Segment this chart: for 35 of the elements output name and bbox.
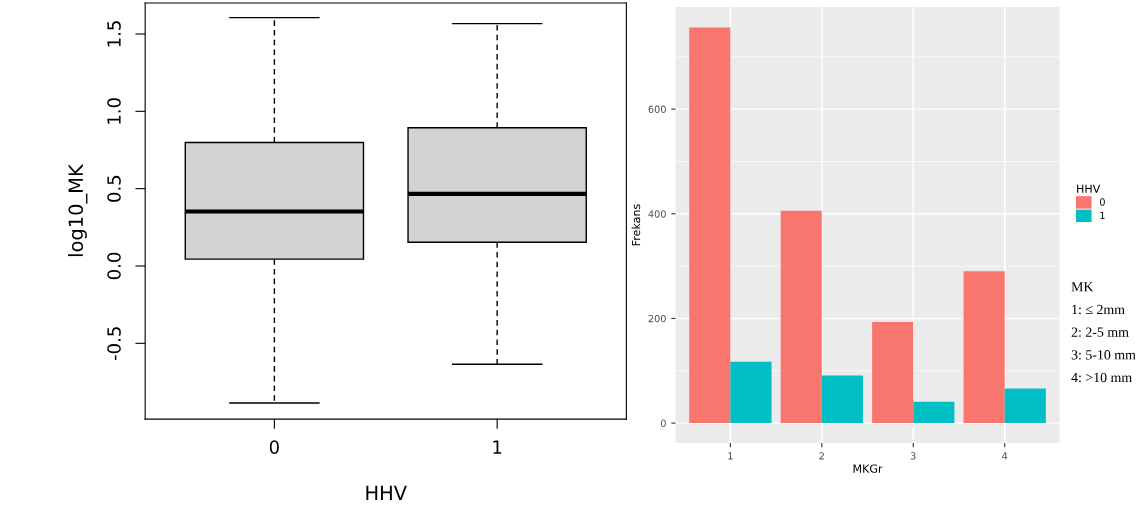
y-tick-label: -0.5: [107, 327, 121, 361]
y-tick-label: 0.0: [107, 252, 121, 280]
x-tick-label: 0: [269, 440, 279, 454]
legend-label: 1: [1100, 211, 1105, 220]
text: MK: [1071, 282, 1094, 292]
x-tick-label: 1: [728, 452, 733, 460]
text: 2: 2-5 mm: [1071, 327, 1129, 337]
text: 1: ≤ 2mm: [1072, 304, 1125, 315]
y-axis-title: Frekans: [631, 204, 641, 246]
bar: [730, 361, 772, 424]
x-tick-label: 3: [910, 452, 916, 460]
legend-label: 0: [1099, 198, 1105, 206]
y-tick-label: 1.0: [107, 98, 121, 124]
text: 4: >10 mm: [1071, 372, 1132, 383]
bar: [821, 375, 863, 424]
y-tick-label: 400: [648, 210, 666, 218]
bar: [780, 210, 822, 424]
y-tick-label: 1.5: [107, 21, 121, 47]
y-tick-label: 200: [648, 314, 666, 323]
legend-title: HHV: [1077, 184, 1101, 193]
x-tick-label: 2: [819, 452, 824, 460]
bar: [689, 27, 731, 424]
y-tick-label: 0: [660, 419, 666, 427]
bar: [913, 401, 955, 424]
y-tick-label: 0.5: [107, 175, 121, 202]
y-tick-label: 600: [648, 105, 666, 113]
text: 3: 5-10 mm: [1071, 350, 1136, 360]
x-tick-label: 1: [493, 440, 502, 454]
y-axis-title: log10_MK: [68, 163, 88, 257]
bar: [963, 271, 1005, 424]
x-axis-title: HHV: [366, 485, 407, 500]
bar: [872, 322, 914, 424]
bar: [1004, 388, 1046, 424]
x-axis-title: MKGr: [853, 464, 883, 473]
x-tick-label: 4: [1002, 452, 1008, 460]
